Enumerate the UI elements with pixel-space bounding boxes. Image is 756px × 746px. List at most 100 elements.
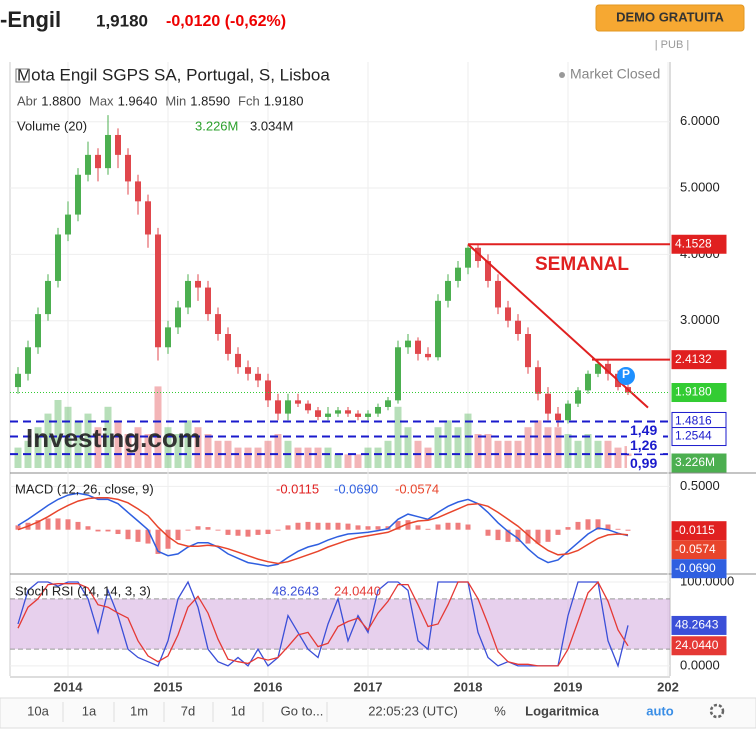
volume-bar	[524, 427, 532, 468]
volume-bar	[424, 447, 432, 468]
chart-title: Mota Engil SGPS SA, Portugal, S, Lisboa	[17, 65, 330, 84]
ohlc-name: Abr	[17, 93, 38, 108]
volume-bar	[554, 427, 562, 468]
histogram-bar	[325, 522, 331, 530]
volume-bar	[584, 434, 592, 468]
toolbar-button[interactable]: 7d	[181, 703, 195, 718]
x-tick-label: 2018	[454, 679, 483, 694]
candle-body	[445, 280, 451, 301]
histogram-bar	[105, 529, 111, 532]
volume-bar	[254, 447, 262, 468]
macd-axis-label-box	[671, 521, 727, 541]
level-label: 1.4816	[675, 414, 712, 428]
candle-body	[265, 380, 271, 401]
candle-body	[105, 134, 111, 169]
settings-icon[interactable]	[709, 703, 725, 719]
collapse-icon[interactable]	[15, 68, 30, 83]
y-tick-label: 0.5000	[680, 478, 720, 493]
level-note-bg	[627, 456, 663, 472]
toolbar-button[interactable]: 1d	[231, 703, 245, 718]
candle-body	[195, 280, 201, 288]
stoch-axis-label-box	[671, 636, 727, 656]
candle-body	[375, 406, 381, 414]
candle-body	[215, 314, 221, 334]
candle-body	[25, 347, 31, 374]
candle-body	[75, 174, 81, 215]
histogram-bar	[45, 518, 51, 530]
x-tick-label: 2014	[54, 679, 84, 694]
histogram-bar	[585, 519, 591, 530]
candle-body	[455, 267, 461, 281]
demo-button[interactable]	[595, 4, 745, 32]
histogram-bar	[625, 529, 631, 531]
volume-bar	[184, 420, 192, 468]
candle-body	[535, 367, 541, 394]
volume-bar	[164, 427, 172, 468]
volume-bar	[314, 447, 322, 468]
toolbar-button[interactable]: 1a	[82, 703, 97, 718]
candle-body	[205, 287, 211, 315]
histogram-bar	[225, 529, 231, 535]
histogram-bar	[485, 529, 491, 536]
histogram-bar	[235, 529, 241, 536]
volume-label-box	[671, 453, 727, 473]
volume-bar	[124, 434, 132, 468]
volume-bar	[194, 427, 202, 468]
candle-body	[95, 154, 101, 169]
volume-bar	[34, 427, 42, 468]
series-line	[17, 580, 629, 669]
level-label: 4.1528	[675, 236, 712, 250]
candle-body	[325, 413, 331, 417]
candle-body	[385, 400, 391, 407]
ohlc-value: 1.8590	[190, 93, 230, 108]
candle-body	[525, 334, 531, 368]
histogram-bar	[555, 529, 561, 535]
histogram-bar	[115, 529, 121, 535]
histogram-bar	[525, 529, 531, 544]
volume-bar	[434, 427, 442, 468]
y-tick-label: 3.0000	[680, 312, 720, 327]
histogram-bar	[145, 529, 151, 544]
histogram-bar	[415, 525, 421, 530]
toolbar-button[interactable]: 10a	[27, 703, 49, 718]
volume-bar	[84, 413, 92, 468]
candle-body	[485, 261, 491, 281]
toolbar-button[interactable]: Go to...	[281, 703, 324, 718]
y-tick-label: 6.0000	[680, 113, 720, 128]
candle-body	[155, 234, 161, 348]
candle-body	[55, 234, 61, 281]
volume-bar	[344, 454, 352, 468]
demo-button-label[interactable]: DEMO GRATUITA	[616, 9, 724, 24]
histogram-bar	[315, 522, 321, 530]
candle-body	[335, 410, 341, 414]
volume-bar	[134, 427, 142, 468]
ohlc-value: 1.9180	[264, 93, 304, 108]
toolbar-percent[interactable]: %	[494, 703, 506, 718]
ohlc-name: Min	[165, 93, 186, 108]
toolbar-auto[interactable]: auto	[646, 703, 674, 718]
volume-legend-name: Volume (20)	[17, 118, 87, 133]
volume-bar	[94, 427, 102, 468]
volume-bar	[54, 400, 62, 468]
candle-body	[235, 353, 241, 368]
histogram-bar	[185, 529, 191, 531]
candle-body	[545, 393, 551, 414]
histogram-bar	[425, 528, 431, 530]
marker	[617, 367, 635, 385]
macd-axis-label-box	[671, 559, 727, 579]
histogram-bar	[255, 529, 261, 535]
histogram-bar	[305, 521, 311, 530]
macd-axis-label-box	[671, 540, 727, 560]
watermark: Investing.com	[26, 423, 201, 453]
y-tick-label: 5.0000	[680, 179, 720, 194]
histogram-bar	[575, 521, 581, 530]
toolbar-button[interactable]: 1m	[130, 703, 148, 718]
candle-body	[65, 214, 71, 235]
level-label: 1.9180	[675, 385, 712, 399]
pub: | PUB |	[655, 39, 689, 51]
level-label: 1.2544	[675, 429, 712, 443]
volume-bar	[224, 440, 232, 468]
volume-bar	[204, 434, 212, 468]
toolbar-log[interactable]: Logaritmica	[525, 703, 599, 718]
symbol: -Engil	[0, 7, 61, 32]
